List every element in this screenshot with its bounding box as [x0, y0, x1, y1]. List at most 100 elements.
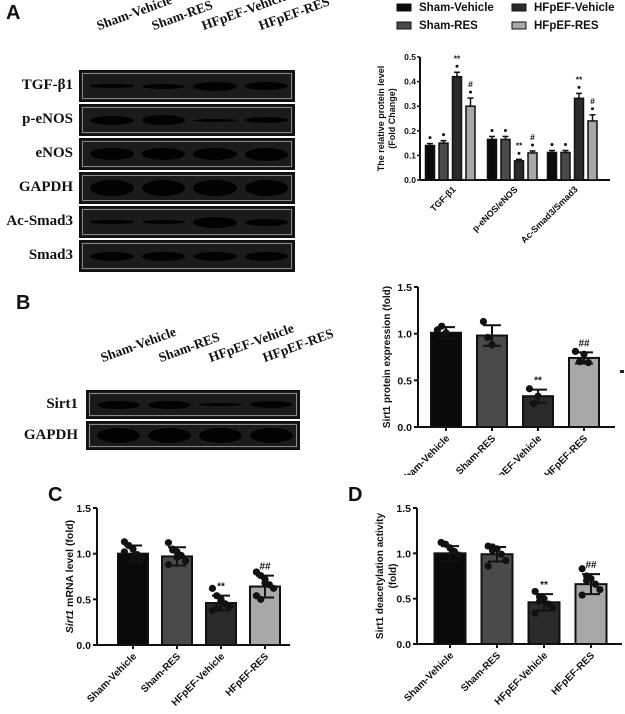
- protein-band: [97, 400, 140, 409]
- bar: [433, 552, 467, 645]
- x-tick-label: HFpEF-RES: [543, 433, 591, 475]
- stray-arrow-mark: [620, 370, 624, 373]
- protein-band: [244, 218, 288, 226]
- significance-marker: #: [468, 79, 473, 89]
- protein-band: [141, 115, 185, 125]
- data-point: [442, 329, 450, 337]
- data-point: [120, 548, 129, 556]
- legend-swatch: [396, 3, 412, 12]
- legend-swatch: [511, 3, 527, 12]
- x-tick-label: HFpEF-RES: [224, 651, 272, 699]
- legend-label: Sham-Vehicle: [419, 2, 494, 14]
- data-point: [517, 151, 521, 155]
- blot-strip: [86, 390, 300, 419]
- protein-band: [90, 148, 134, 160]
- bar: [451, 75, 463, 181]
- protein-band: [199, 428, 242, 443]
- blot-row-label: GAPDH: [18, 179, 73, 195]
- y-tick-label: 0.2: [404, 126, 416, 136]
- bar: [513, 160, 525, 181]
- bar: [476, 334, 508, 428]
- bar: [424, 144, 436, 181]
- significance-marker: **: [540, 580, 548, 591]
- data-point: [580, 350, 588, 358]
- data-point: [484, 562, 492, 570]
- data-point: [591, 580, 600, 588]
- significance-marker: **: [534, 376, 542, 387]
- protein-band: [193, 216, 237, 228]
- data-point: [530, 400, 538, 408]
- data-point: [164, 539, 173, 547]
- y-axis-label: (Fold Change): [387, 88, 397, 149]
- y-axis-label: (fold): [388, 564, 399, 589]
- data-point: [535, 597, 544, 605]
- bar: [161, 555, 193, 646]
- y-axis-label-italic: Sirt1: [64, 610, 76, 634]
- data-point: [591, 107, 594, 111]
- data-point: [596, 586, 604, 594]
- bar: [560, 151, 571, 181]
- y-tick-label: 1.0: [76, 549, 91, 561]
- blot-strip: [86, 421, 300, 450]
- x-category-label: Ac-Smad3/Smad3: [519, 184, 580, 245]
- blot-row-label: p-eNOS: [22, 111, 73, 127]
- x-tick-label: Sham-RES: [459, 650, 503, 694]
- data-point: [261, 579, 269, 587]
- data-point: [490, 128, 494, 132]
- data-point: [531, 609, 539, 617]
- x-category-label: TGF-β1: [428, 184, 457, 213]
- data-point: [479, 317, 488, 326]
- data-point: [173, 553, 181, 561]
- data-point: [269, 584, 278, 592]
- data-point: [164, 561, 173, 569]
- legend-label: Sham-RES: [419, 20, 478, 32]
- protein-band: [244, 82, 288, 90]
- x-tick-label: Sham-RES: [454, 433, 498, 475]
- blot-strip: [79, 240, 295, 272]
- blot-strip: [79, 172, 295, 204]
- y-tick-label: 0.5: [396, 594, 411, 606]
- protein-band: [90, 84, 134, 88]
- protein-band: [148, 428, 191, 443]
- protein-band: [244, 251, 288, 261]
- data-point: [428, 136, 432, 140]
- protein-band: [244, 117, 288, 123]
- y-tick-label: 0.0: [397, 422, 412, 434]
- data-point: [442, 133, 445, 137]
- panel-d-letter: D: [348, 484, 363, 506]
- y-axis-label-rest: mRNA level (fold): [64, 520, 76, 610]
- data-point: [484, 333, 492, 341]
- data-point: [438, 322, 446, 330]
- blot-row-label: Sirt1: [46, 395, 78, 412]
- data-point: [208, 584, 217, 592]
- x-category-label: p-eNOS/eNOS: [470, 184, 520, 234]
- bar: [573, 97, 585, 181]
- data-point: [225, 603, 234, 611]
- protein-band: [141, 180, 185, 196]
- blot-strip: [79, 104, 295, 136]
- x-tick-label: Sham-Vehicle: [402, 650, 456, 704]
- data-point: [582, 576, 591, 585]
- protein-band: [97, 428, 140, 443]
- blot-row-label: Ac-Smad3: [6, 213, 73, 229]
- significance-marker: ##: [585, 560, 597, 571]
- data-point: [213, 604, 221, 613]
- bar: [117, 552, 149, 646]
- legend-swatch: [396, 21, 412, 30]
- y-axis-label: The relative protein level: [376, 66, 386, 172]
- blot-row-label: Smad3: [28, 247, 73, 263]
- data-point: [455, 64, 459, 68]
- y-axis-label: Sirt1 protein expression (fold): [382, 286, 393, 428]
- bar: [527, 152, 538, 181]
- data-point: [564, 142, 567, 146]
- significance-marker: **: [576, 74, 583, 84]
- panel-a-bar-chart: Sham-Vehicle Sham-RES HFpEF-Vehicle HFpEF-R…: [376, 2, 615, 245]
- panel-a-letter: A: [6, 2, 21, 24]
- protein-band: [199, 403, 242, 406]
- x-tick-label: Sham-Vehicle: [398, 433, 452, 475]
- data-point: [217, 597, 225, 605]
- protein-band: [250, 428, 293, 443]
- panel-b-letter: B: [16, 292, 31, 314]
- y-tick-label: 0.0: [396, 639, 411, 651]
